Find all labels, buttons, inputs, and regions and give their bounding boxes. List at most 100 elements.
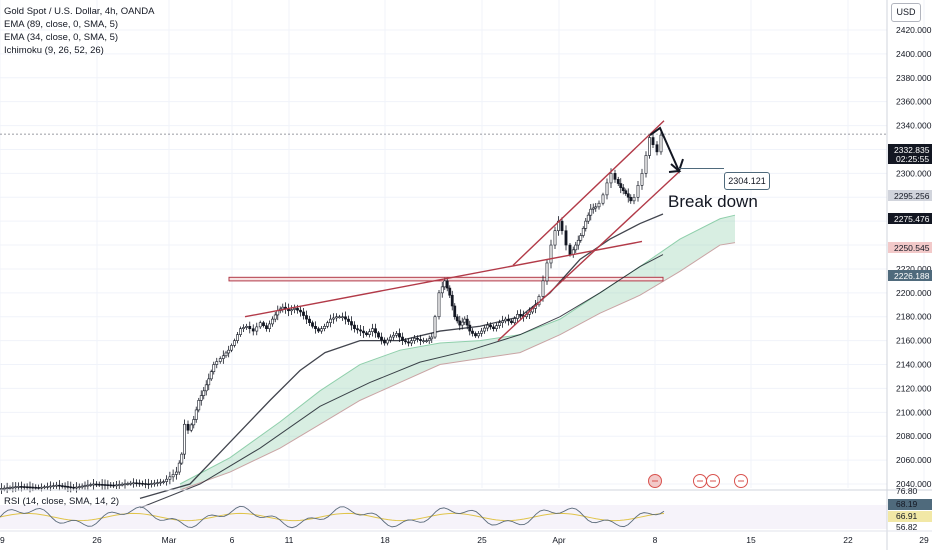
rsi-band [0,505,887,529]
break-down-annotation[interactable]: Break down [668,192,758,211]
candle-body [594,206,598,209]
candle-body [180,453,184,464]
candle-body [132,482,135,485]
price-tag-bg [888,242,932,253]
candle-body [579,235,583,241]
candle-body [212,364,216,372]
time-tick: 22 [843,535,853,545]
candle-body [273,314,277,320]
indicator-ichimoku[interactable]: Ichimoku (9, 26, 52, 26) [4,45,104,56]
candle-body [486,324,489,329]
candle-body [11,486,15,489]
candle-body [629,196,633,202]
candle-body [365,332,368,335]
candle-body [605,182,609,196]
candle-body [174,471,178,475]
time-tick: Apr [552,535,565,545]
candle-body [103,484,107,486]
candle-body [202,390,206,396]
candle-body [290,309,293,312]
candle-body [233,340,236,346]
candle-body [248,325,252,329]
candle-body [440,286,444,294]
candle-body [510,320,513,324]
candle-body [584,220,588,229]
indicator-ema34[interactable]: EMA (34, close, 0, SMA, 5) [4,32,119,43]
candle-body [262,322,265,326]
candle-body [66,486,70,488]
rsi-indicator-label[interactable]: RSI (14, close, SMA, 14, 2) [4,496,120,507]
candle-body [109,484,113,487]
price-tag-value: 2226.188 [894,271,930,281]
candle-body [299,309,302,313]
price-tick: 2400.000 [896,49,932,59]
candle-body [72,486,75,489]
candle-body [245,325,248,328]
time-tick: 11 [285,535,294,545]
candle-body [75,486,78,489]
candle-body [17,486,20,488]
candle-body [463,318,467,323]
candle-body [480,330,483,334]
price-tag-bg [888,213,932,224]
time-tick: 26 [92,535,102,545]
candle-body [86,484,90,487]
candle-body [640,173,644,186]
indicator-ema89[interactable]: EMA (89, close, 0, SMA, 5) [4,19,119,30]
time-tick: 25 [477,535,487,545]
candle-body [427,338,431,341]
price-tick: 2220.000 [896,264,932,274]
candle-body [498,322,501,326]
currency-button[interactable]: USD [891,3,921,22]
price-tag: 2226.188 [888,270,932,281]
time-tick: 6 [230,535,235,545]
candle-body [34,486,38,489]
candle-body [28,486,32,489]
candle-body [97,483,101,486]
trendline [244,240,643,318]
candle-body [341,316,344,319]
candle-body [135,482,138,485]
price-tag: 2250.545 [888,242,932,253]
candle-body [609,173,613,184]
candle-body [106,484,110,486]
candle-body [8,487,12,489]
time-tick: 29 [919,535,929,545]
candle-body [2,487,6,490]
time-tick: 19 [0,535,5,545]
time-tick: 15 [746,535,756,545]
ema34-line [139,213,664,499]
candle-body [621,187,625,191]
candle-body [192,419,196,426]
candle-body [144,483,147,485]
candle-body [22,486,26,488]
candle-body [311,322,314,327]
price-tick: 2300.000 [896,168,932,178]
candle-body [49,485,52,488]
candle-body [453,305,457,318]
candle-body [501,320,504,324]
price-tag-value: 2275.476 [894,214,930,224]
candle-body [422,340,425,342]
projection-line [649,126,684,174]
candle-body [591,207,595,210]
candle-body [14,486,18,489]
candle-body [407,341,410,344]
candle-body [224,352,228,357]
candle-body [576,239,580,246]
candle-body [215,361,219,365]
moving-averages [139,213,664,509]
candle-body [251,328,255,332]
candle-body [616,179,620,184]
rsi-tag-bg [888,499,932,510]
candle-body [323,325,326,329]
candle-body [320,328,323,332]
chart-legend: Gold Spot / U.S. Dollar, 4h, OANDA EMA (… [4,5,154,57]
target-callout[interactable]: 2304.121 [724,172,770,190]
candle-body [69,486,73,489]
candle-body [55,484,58,487]
candle-body [632,196,636,202]
rsi-line [0,505,665,529]
